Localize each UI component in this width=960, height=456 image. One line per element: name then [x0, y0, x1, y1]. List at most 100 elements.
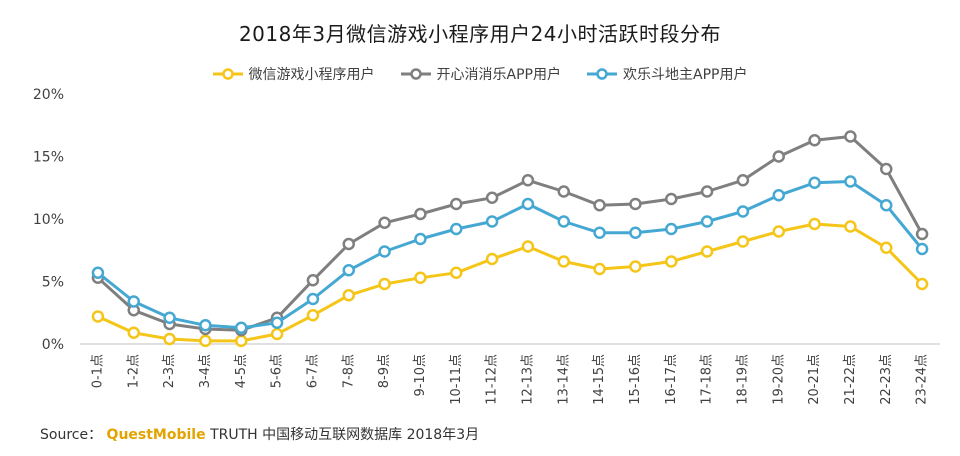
data-point: [629, 226, 642, 239]
data-point: [485, 215, 499, 228]
data-point: [485, 191, 499, 204]
data-point: [665, 192, 678, 206]
x-tick-label: 0-1点: [90, 354, 105, 388]
x-tick-label: 17-18点: [700, 354, 715, 405]
data-point: [199, 319, 212, 332]
data-point: [736, 174, 750, 187]
data-point: [700, 185, 714, 198]
data-point: [306, 309, 320, 322]
data-point: [808, 217, 821, 231]
data-point: [593, 262, 606, 276]
legend-item-wechat: 微信游戏小程序用户: [212, 64, 375, 84]
data-point: [736, 205, 750, 218]
x-tick-label: 23-24点: [915, 354, 930, 405]
data-point: [629, 260, 642, 273]
data-point: [91, 310, 105, 323]
data-point: [593, 226, 606, 239]
data-point: [270, 316, 284, 329]
x-tick-label: 15-16点: [628, 354, 643, 405]
data-point: [378, 277, 391, 291]
data-point: [450, 222, 463, 236]
data-point: [521, 197, 535, 211]
legend-label-wechat: 微信游戏小程序用户: [248, 67, 375, 83]
data-point: [342, 237, 355, 251]
data-point: [700, 215, 714, 228]
data-point: [414, 271, 427, 284]
y-tick-label: 10%: [33, 212, 64, 228]
data-point: [808, 134, 821, 147]
data-point: [557, 215, 570, 228]
x-tick-label: 5-6点: [270, 354, 285, 388]
x-tick-label: 11-12点: [485, 354, 500, 405]
chart-area: 0% 5% 10% 15% 20% 0-1点 1-2点 2-3点 3-4点 4-5点 5-6点 6-7…: [0, 80, 960, 420]
x-tick-label: 14-15点: [592, 354, 607, 405]
data-point: [414, 207, 427, 221]
data-point: [880, 241, 893, 254]
x-tick-label: 21-22点: [843, 354, 858, 405]
data-point: [414, 232, 427, 246]
x-tick-label: 4-5点: [234, 354, 249, 388]
data-point: [378, 216, 391, 229]
data-point: [306, 274, 320, 287]
series-line: [96, 180, 924, 330]
data-point: [665, 222, 678, 236]
data-point: [915, 227, 929, 241]
x-tick-label: 19-20点: [771, 354, 786, 405]
data-point: [915, 277, 929, 291]
data-point: [163, 311, 176, 324]
legend: 微信游戏小程序用户 开心消消乐APP用户 欢乐斗地主APP用户: [0, 64, 960, 84]
x-tick-label: 18-19点: [735, 354, 750, 405]
data-point: [880, 162, 893, 176]
legend-item-doudizhu: 欢乐斗地主APP用户: [587, 64, 747, 84]
legend-swatch-wechat: [212, 68, 243, 80]
x-tick-label: 12-13点: [520, 354, 535, 405]
data-point: [306, 292, 320, 306]
data-point: [557, 255, 570, 268]
y-tick-label: 0%: [42, 337, 64, 353]
legend-swatch-doudizhu: [587, 68, 617, 80]
data-point: [127, 295, 140, 308]
x-tick-label: 3-4点: [198, 354, 213, 388]
x-tick-label: 1-2点: [126, 354, 141, 388]
x-tick-label: 20-21点: [807, 354, 822, 405]
data-point: [342, 289, 355, 302]
data-point: [772, 225, 785, 238]
x-tick-label: 22-23点: [879, 354, 894, 405]
data-point: [91, 266, 105, 279]
data-point: [199, 334, 212, 348]
x-tick-label: 2-3点: [162, 354, 177, 388]
data-point: [844, 175, 857, 188]
data-point: [700, 245, 714, 258]
data-point: [629, 197, 642, 211]
data-point: [557, 185, 570, 198]
data-point: [127, 326, 140, 339]
y-tick-label: 20%: [33, 87, 64, 103]
data-point: [844, 220, 857, 233]
data-point: [235, 321, 248, 334]
legend-swatch-xiaoxiaole: [400, 68, 431, 80]
data-point: [772, 150, 785, 163]
chart-title: 2018年3月微信游戏小程序用户24小时活跃时段分布: [238, 22, 722, 46]
source-prefix: Source：: [40, 427, 103, 443]
data-point: [844, 130, 857, 143]
y-tick-label: 15%: [33, 150, 64, 166]
data-point: [270, 327, 284, 341]
line-chart: 0% 5% 10% 15% 20% 0-1点 1-2点 2-3点 3-4点 4-5点 5-6点 6-7…: [33, 87, 940, 405]
data-point: [808, 176, 821, 189]
x-tick-label: 6-7点: [305, 354, 320, 388]
y-tick-label: 5%: [42, 275, 64, 291]
data-point: [665, 255, 678, 268]
data-point: [880, 199, 893, 212]
data-point: [521, 240, 535, 253]
data-point: [593, 199, 606, 212]
legend-label-xiaoxiaole: 开心消消乐APP用户: [436, 67, 561, 83]
data-point: [450, 266, 463, 279]
data-point: [915, 242, 929, 256]
source-note: Source： QuestMobile TRUTH 中国移动互联网数据库 201…: [40, 424, 479, 444]
data-point: [163, 332, 176, 346]
data-point: [772, 189, 785, 202]
x-tick-label: 16-17点: [664, 354, 679, 405]
data-point: [378, 245, 391, 258]
legend-label-doudizhu: 欢乐斗地主APP用户: [623, 67, 748, 83]
data-point: [521, 174, 535, 187]
